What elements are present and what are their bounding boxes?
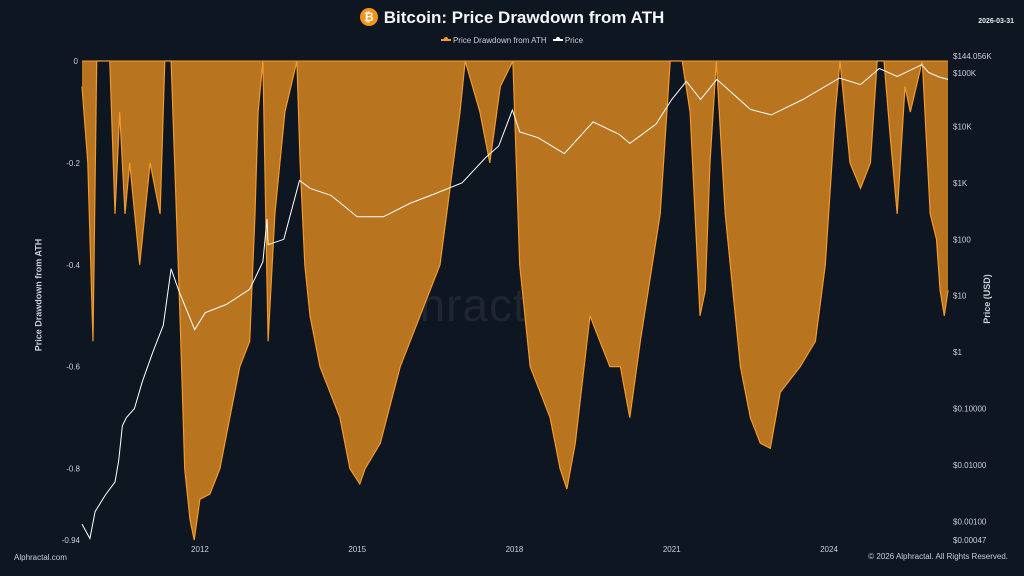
y-right-tick-label: $0.00047: [953, 536, 987, 545]
footer-copyright: © 2026 Alphractal. All Rights Reserved.: [868, 552, 1008, 561]
y-right-tick-label: $1K: [953, 179, 968, 188]
y-left-title: Price Drawdown from ATH: [33, 238, 44, 352]
y-right-tick-label: $10K: [953, 122, 972, 131]
title-text: Bitcoin: Price Drawdown from ATH: [383, 8, 665, 27]
bitcoin-icon: ₿: [359, 8, 378, 26]
legend-item-price[interactable]: Price: [552, 36, 584, 45]
y-right-tick-label: $100K: [953, 69, 977, 78]
y-left-tick-label: -0.94: [62, 536, 81, 545]
legend-label: Price Drawdown from ATH: [452, 36, 547, 45]
y-left-tick-label: -0.2: [66, 159, 80, 168]
x-tick-label: 2018: [506, 545, 524, 554]
price-line: [81, 64, 949, 540]
y-right-tick-label: $0.01000: [953, 461, 987, 470]
y-right-tick-label: $1: [953, 348, 962, 357]
x-tick-label: 2021: [663, 545, 681, 554]
legend-item-drawdown[interactable]: Price Drawdown from ATH: [440, 36, 547, 45]
legend: Price Drawdown from ATH Price: [0, 36, 1024, 45]
x-tick-label: 2024: [820, 545, 838, 554]
x-tick-label: 2015: [348, 545, 366, 554]
chart-title: ₿ Bitcoin: Price Drawdown from ATH: [0, 8, 1024, 28]
x-tick-label: 2012: [191, 545, 209, 554]
y-right-tick-label: $10: [953, 292, 967, 301]
footer-site: Alphractal.com: [14, 553, 67, 562]
y-right-tick-label: $0.00100: [953, 517, 987, 526]
y-left-tick-label: -0.6: [66, 363, 80, 372]
y-left-tick-label: -0.4: [66, 261, 80, 270]
y-left-tick-label: 0: [74, 57, 79, 66]
drawdown-line: [81, 60, 949, 541]
y-right-title: Price (USD): [981, 274, 992, 324]
date-stamp: 2026-03-31: [978, 18, 1014, 25]
y-right-tick-label: $100: [953, 235, 971, 244]
legend-marker-drawdown: [440, 37, 451, 41]
legend-label: Price: [564, 36, 584, 45]
y-left-tick-label: -0.8: [66, 465, 80, 474]
y-right-tick-label: $144.056K: [953, 52, 992, 61]
legend-marker-price: [552, 37, 563, 41]
y-right-tick-label: $0.10000: [953, 405, 987, 414]
drawdown-area: [82, 61, 948, 540]
